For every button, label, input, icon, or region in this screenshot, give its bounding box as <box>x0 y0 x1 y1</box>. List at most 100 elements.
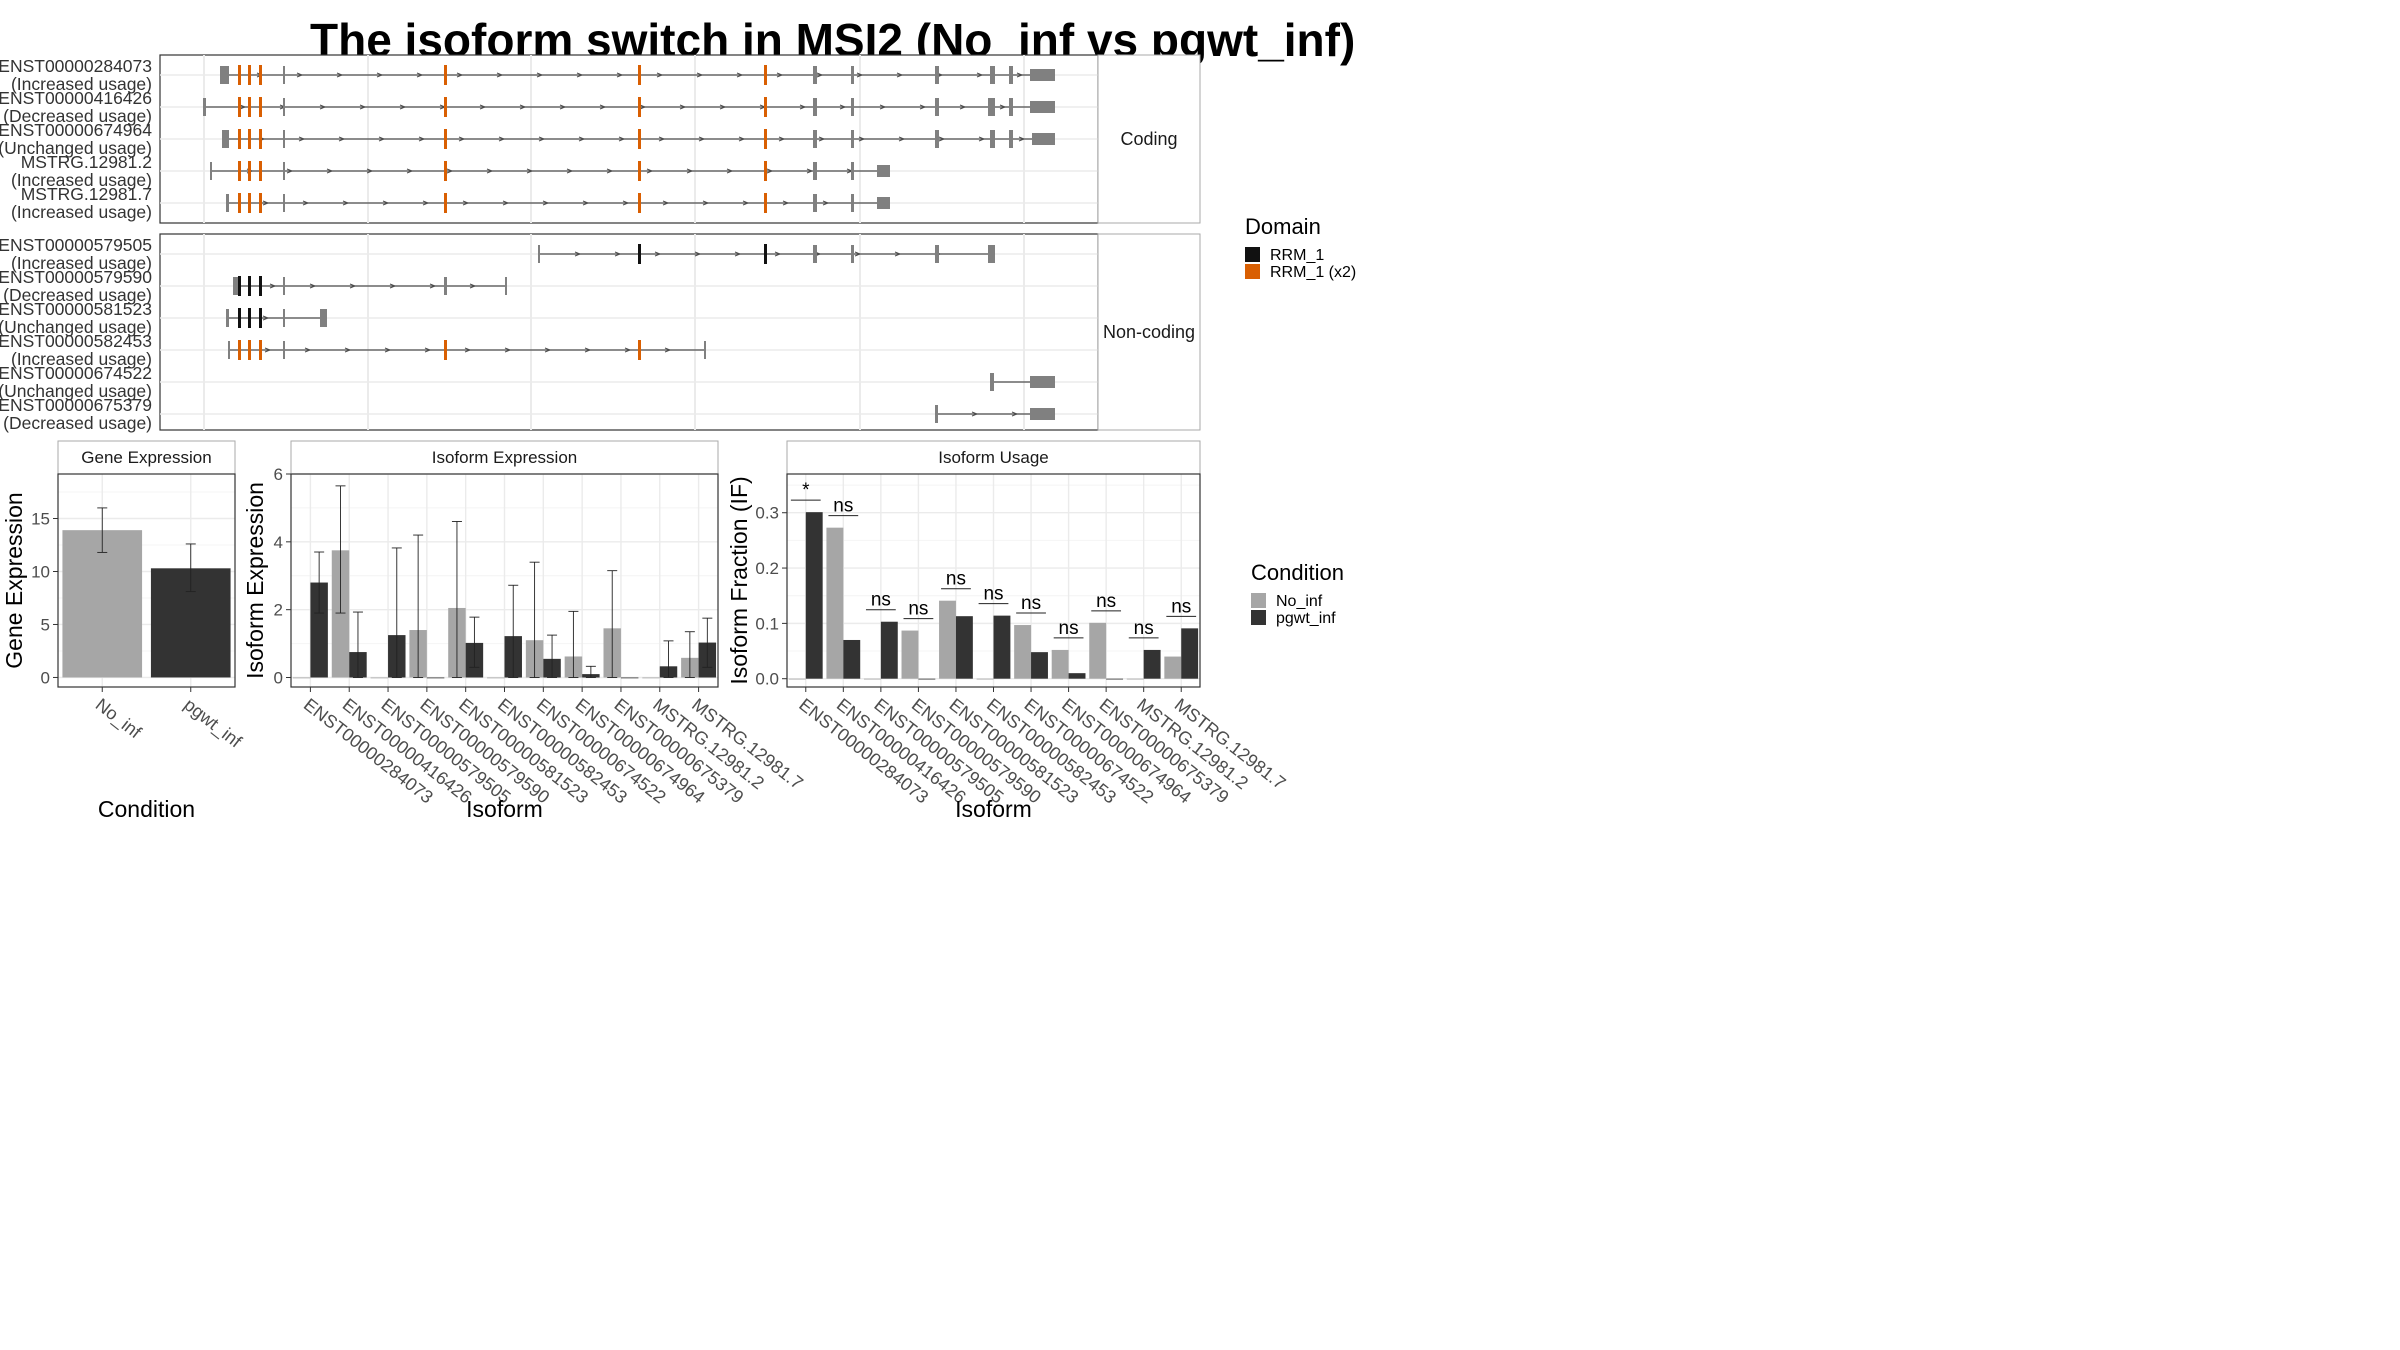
direction-arrow <box>919 104 927 110</box>
exon <box>283 130 285 148</box>
exon <box>226 66 229 84</box>
domain-mark <box>638 65 641 85</box>
direction-arrow <box>462 200 470 206</box>
exon <box>226 194 229 212</box>
direction-arrow <box>464 347 472 353</box>
domain-mark <box>248 308 251 328</box>
bar <box>1143 649 1161 679</box>
bar <box>1106 678 1124 680</box>
exon <box>1009 98 1013 116</box>
bar <box>1164 656 1182 679</box>
direction-arrow <box>726 168 734 174</box>
y-tick-label: 0.3 <box>755 504 779 523</box>
exon <box>990 66 995 84</box>
direction-arrow <box>502 200 510 206</box>
exon <box>935 245 939 263</box>
domain-mark <box>444 193 447 213</box>
exon <box>813 245 817 263</box>
exon <box>988 245 995 263</box>
legend-swatch <box>1251 593 1266 608</box>
transcript-usage-label: (Decreased usage) <box>3 413 152 433</box>
exon <box>203 98 206 116</box>
bar <box>62 530 143 678</box>
direction-arrow <box>262 200 270 206</box>
bar <box>826 527 844 679</box>
direction-arrow <box>262 315 270 321</box>
bar <box>1068 673 1086 679</box>
exon <box>283 309 285 327</box>
domain-mark <box>638 244 641 264</box>
y-tick-label: 4 <box>274 533 283 552</box>
exon <box>220 66 226 84</box>
facet-strip-label: Isoform Expression <box>432 448 578 467</box>
domain-mark <box>444 97 447 117</box>
bar <box>880 621 898 679</box>
exon <box>877 197 890 209</box>
direction-arrow <box>894 251 902 257</box>
direction-arrow <box>456 72 464 78</box>
y-axis-title: Gene Expression <box>1 492 27 668</box>
exon <box>233 277 238 295</box>
direction-arrow <box>622 200 630 206</box>
direction-arrow <box>536 72 544 78</box>
significance-label: ns <box>908 599 928 620</box>
bar <box>370 677 389 679</box>
exon <box>851 130 854 148</box>
domain-mark <box>248 65 251 85</box>
x-axis-title: Isoform <box>466 796 543 822</box>
direction-arrow <box>736 72 744 78</box>
bar <box>863 678 881 680</box>
direction-arrow <box>686 168 694 174</box>
exon <box>935 98 939 116</box>
exon <box>935 66 939 84</box>
direction-arrow <box>858 136 866 142</box>
transcript-id-label: ENST00000675379 <box>0 395 152 415</box>
direction-arrow <box>938 136 946 142</box>
transcript-usage-label: (Increased usage) <box>11 253 152 273</box>
domain-mark <box>259 97 262 117</box>
direction-arrow <box>559 104 567 110</box>
direction-arrow <box>606 168 614 174</box>
bar <box>1089 622 1107 679</box>
domain-mark <box>248 161 251 181</box>
direction-arrow <box>614 251 622 257</box>
direction-arrow <box>639 104 647 110</box>
direction-arrow <box>618 136 626 142</box>
direction-arrow <box>896 72 904 78</box>
domain-mark <box>238 193 241 213</box>
direction-arrow <box>806 168 814 174</box>
bar <box>1031 652 1048 679</box>
transcript-usage-label: (Decreased usage) <box>3 106 152 126</box>
facet-strip-label: Non-coding <box>1103 322 1195 342</box>
direction-arrow <box>624 347 632 353</box>
direction-arrow <box>526 168 534 174</box>
legend-swatch <box>1245 247 1260 262</box>
exon <box>1009 130 1013 148</box>
direction-arrow <box>839 104 847 110</box>
domain-mark <box>248 129 251 149</box>
transcript-usage-label: (Increased usage) <box>11 74 152 94</box>
domain-mark <box>444 161 447 181</box>
exon <box>851 98 854 116</box>
domain-mark <box>764 65 767 85</box>
transcript-id-label: ENST00000581523 <box>0 299 152 319</box>
x-axis-title: Isoform <box>955 796 1032 822</box>
significance-label: ns <box>833 496 853 517</box>
direction-arrow <box>656 72 664 78</box>
direction-arrow <box>519 104 527 110</box>
y-tick-label: 2 <box>274 601 283 620</box>
exon <box>704 341 706 359</box>
direction-arrow <box>976 72 984 78</box>
direction-arrow <box>422 200 430 206</box>
y-tick-label: 5 <box>41 615 50 634</box>
legend-title: Domain <box>1245 214 1321 239</box>
facet-strip-label: Isoform Usage <box>938 448 1049 467</box>
direction-arrow <box>818 136 826 142</box>
exon <box>1032 133 1055 145</box>
domain-mark <box>444 129 447 149</box>
x-tick-label: pgwt_inf <box>180 694 247 752</box>
exon <box>990 373 994 391</box>
domain-mark <box>238 276 241 296</box>
exon <box>228 341 230 359</box>
